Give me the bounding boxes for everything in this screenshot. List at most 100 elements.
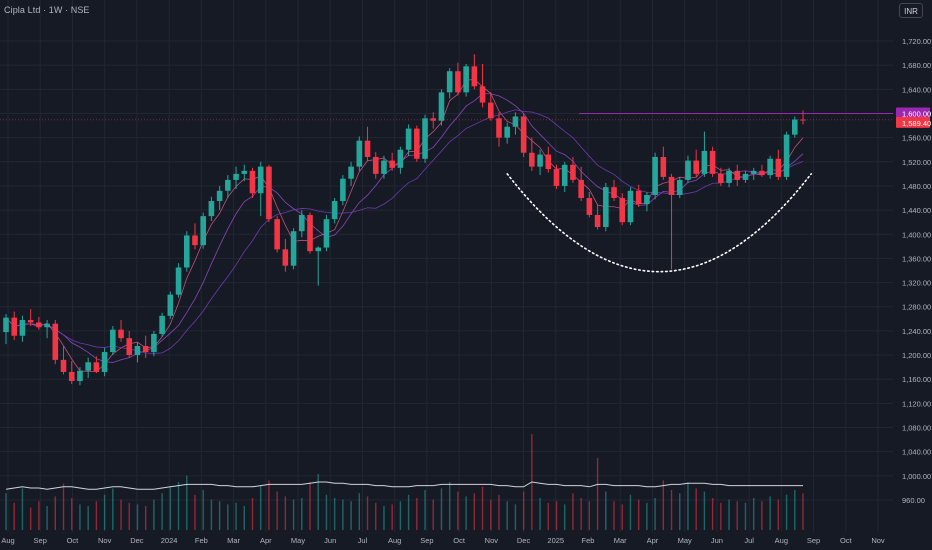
volume-bar	[235, 502, 237, 530]
candle-body	[529, 152, 535, 167]
candle-body	[561, 164, 568, 186]
volume-bar	[670, 490, 673, 530]
volume-bar	[490, 499, 492, 530]
x-axis-tick-label: Aug	[1, 536, 14, 545]
candle-body	[159, 315, 165, 334]
candle-body	[726, 170, 732, 183]
candle-body	[594, 214, 601, 228]
candle-body	[19, 320, 26, 336]
volume-bar	[317, 474, 319, 530]
volume-bar	[654, 498, 656, 530]
y-axis-tick-label: 1,080.00	[902, 424, 931, 433]
candle-body	[463, 66, 469, 93]
ma-fast-line	[5, 78, 804, 372]
candle-body	[85, 362, 91, 371]
volume-bar	[424, 490, 426, 530]
candle-body	[783, 134, 790, 177]
candle-body	[200, 216, 206, 246]
volume-bar	[358, 493, 361, 530]
volume-bar	[251, 498, 254, 530]
candle-body	[323, 219, 330, 248]
candle-body	[578, 179, 584, 199]
candle-body	[775, 158, 782, 177]
volume-bar	[572, 493, 574, 530]
y-axis-tick-label: 960.00	[902, 496, 925, 505]
candle-body	[3, 317, 9, 333]
volume-bar	[802, 493, 804, 530]
volume-bar	[753, 498, 755, 530]
volume-bar	[522, 491, 525, 530]
volume-bar	[79, 504, 81, 530]
candle-body	[183, 235, 190, 268]
resistance-price-badge	[896, 107, 930, 119]
volume-bar	[350, 501, 352, 530]
volume-bar	[29, 507, 32, 530]
candle-body	[611, 187, 617, 199]
candle-body	[537, 154, 543, 167]
volume-bar	[777, 499, 780, 530]
volume-bar	[153, 499, 155, 530]
volume-bar	[761, 501, 763, 530]
volume-bar	[210, 499, 213, 530]
volume-bar	[46, 506, 48, 530]
volume-bar	[555, 501, 558, 530]
y-axis-tick-label: 1,120.00	[902, 399, 931, 408]
candle-body	[718, 173, 724, 183]
candle-body	[11, 317, 18, 336]
candle-body	[750, 170, 757, 174]
volume-bar	[194, 494, 196, 530]
candle-body	[216, 190, 223, 202]
volume-bar	[457, 491, 459, 530]
x-axis-tick-label: 2025	[547, 536, 564, 545]
y-axis-tick-label: 1,480.00	[902, 182, 931, 191]
volume-bar	[744, 502, 747, 530]
volume-bar	[227, 504, 229, 530]
x-axis-tick-label: Apr	[260, 536, 272, 545]
candle-body	[742, 173, 749, 180]
candle-body	[487, 102, 494, 119]
volume-bar	[112, 488, 114, 530]
candle-body	[151, 333, 157, 353]
volume-bar	[695, 488, 697, 530]
volume-bar	[621, 504, 623, 530]
x-axis-tick-label: Jul	[358, 536, 368, 545]
candle-body	[225, 179, 231, 191]
y-axis-tick-label: 1,560.00	[902, 134, 931, 143]
volume-bar	[383, 506, 385, 530]
volume-bar	[13, 502, 15, 530]
volume-bar	[539, 498, 541, 530]
candle-body	[68, 371, 75, 382]
candle-body	[405, 128, 412, 150]
candle-body	[282, 249, 289, 266]
candle-body	[348, 166, 354, 179]
candle-body	[118, 329, 124, 339]
y-axis-tick-label: 1,520.00	[902, 158, 931, 167]
x-axis-tick-label: 2024	[161, 536, 178, 545]
x-axis-tick-label: Oct	[67, 536, 80, 545]
candle-body	[652, 156, 658, 196]
volume-bar	[679, 493, 681, 530]
x-axis-tick-label: Sep	[34, 536, 47, 545]
last-price-label: 1,589.40	[902, 119, 931, 128]
volume-bar	[580, 498, 582, 530]
x-axis-tick-label: Mar	[614, 536, 627, 545]
volume-bar	[243, 506, 245, 530]
volume-bar	[605, 491, 607, 530]
volume-bar	[407, 494, 410, 530]
volume-bar	[736, 501, 738, 530]
candle-body	[471, 66, 478, 87]
volume-bar	[448, 482, 451, 530]
volume-bar	[711, 498, 714, 530]
x-axis-tick-label: May	[678, 536, 692, 545]
candle-body	[142, 345, 149, 353]
volume-bar	[473, 493, 476, 530]
candle-body	[356, 140, 363, 167]
volume-bar	[506, 501, 508, 530]
volume-bar	[120, 499, 122, 530]
candle-body	[627, 190, 634, 223]
x-axis-tick-label: Feb	[195, 536, 208, 545]
currency-button[interactable]: INR	[899, 3, 923, 18]
candle-body	[709, 150, 716, 174]
candle-body	[570, 164, 576, 180]
